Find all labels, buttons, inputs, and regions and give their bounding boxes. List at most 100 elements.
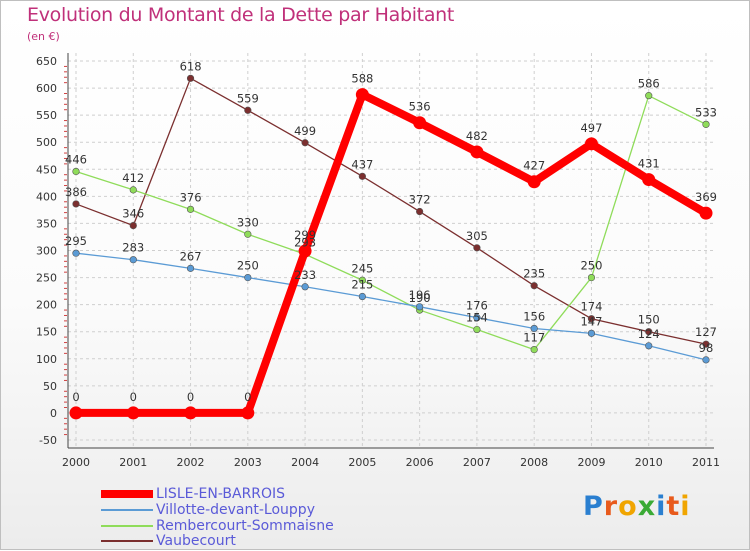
data-point-rembercourt: [358, 276, 366, 284]
data-point-villotte: [244, 273, 252, 282]
x-tick-label: 2006: [406, 456, 434, 469]
legend-swatches: [101, 490, 153, 542]
series-line-villotte: [75, 252, 707, 361]
data-label-rembercourt: 250: [580, 259, 602, 273]
series-lines: [69, 74, 713, 420]
data-point-villotte: [358, 292, 366, 301]
data-label-rembercourt: 154: [466, 311, 488, 325]
data-point-villotte: [416, 303, 424, 311]
y-tick-label: 150: [36, 326, 57, 339]
data-point-rembercourt: [186, 205, 195, 213]
y-tick-label: 500: [36, 136, 57, 149]
data-label-rembercourt: 293: [294, 235, 316, 249]
data-label-lisle: 299: [294, 228, 316, 242]
y-tick-label: 50: [43, 380, 57, 393]
data-label-lisle: 431: [638, 157, 660, 171]
series-line-rembercourt: [75, 95, 707, 351]
data-label-vaubecourt: 499: [294, 124, 316, 138]
data-point-lisle: [527, 175, 541, 189]
chart-subtitle: (en €): [27, 30, 60, 43]
data-point-rembercourt: [72, 167, 80, 176]
y-tick-label: 250: [36, 272, 57, 285]
data-point-lisle: [413, 116, 427, 130]
series-line-vaubecourt: [75, 77, 707, 345]
data-point-vaubecourt: [244, 106, 252, 114]
data-point-lisle: [126, 406, 140, 420]
data-point-vaubecourt: [702, 340, 710, 348]
data-label-villotte: 147: [580, 314, 602, 328]
data-label-villotte: 215: [351, 278, 373, 292]
chart-title: Evolution du Montant de la Dette par Hab…: [27, 4, 455, 26]
data-point-villotte: [645, 342, 653, 350]
y-tick-label: 0: [50, 407, 57, 420]
axes: -50 0 50 100 150 200 250 300 350 400 450 500 550 600 6…: [36, 53, 720, 469]
data-point-lisle: [355, 88, 369, 102]
data-label-lisle: 0: [187, 390, 194, 404]
data-label-villotte: 176: [466, 299, 488, 313]
data-label-rembercourt: 446: [65, 152, 87, 166]
data-label-vaubecourt: 235: [523, 267, 545, 281]
logo-letter: r: [603, 491, 619, 522]
data-label-vaubecourt: 346: [122, 207, 144, 221]
data-point-rembercourt: [587, 273, 596, 282]
data-point-vaubecourt: [416, 207, 424, 216]
data-label-rembercourt: 190: [409, 291, 431, 305]
data-point-lisle: [184, 406, 198, 420]
logo-letter: i: [656, 491, 667, 522]
data-label-vaubecourt: 174: [580, 300, 602, 314]
x-tick-label: 2007: [463, 456, 491, 469]
data-label-lisle: 0: [72, 390, 79, 404]
data-point-lisle: [241, 406, 255, 420]
legend-label-vaubecourt: Vaubecourt: [156, 533, 236, 549]
y-tick-label: 100: [36, 353, 57, 366]
data-label-vaubecourt: 386: [65, 185, 87, 199]
data-label-rembercourt: 533: [695, 105, 717, 119]
data-label-lisle: 0: [130, 390, 137, 404]
x-tick-label: 2000: [62, 456, 90, 469]
x-tick-label: 2008: [520, 456, 548, 469]
data-point-vaubecourt: [301, 139, 309, 147]
data-label-villotte: 295: [65, 234, 87, 248]
y-tick-label: 450: [36, 163, 57, 176]
data-label-villotte: 233: [294, 268, 316, 282]
data-label-vaubecourt: 618: [180, 59, 202, 73]
data-label-lisle: 588: [351, 72, 373, 86]
data-label-lisle: 536: [409, 100, 431, 114]
data-point-villotte: [473, 314, 481, 322]
y-tick-label: 600: [36, 82, 57, 95]
data-label-rembercourt: 245: [351, 261, 373, 275]
proxiti-logo: Proxiti: [583, 491, 691, 522]
data-point-villotte: [186, 264, 195, 272]
y-tick-label: 650: [36, 55, 57, 68]
data-label-lisle: 427: [523, 159, 545, 173]
data-point-vaubecourt: [129, 221, 137, 230]
data-point-villotte: [72, 249, 80, 257]
data-label-rembercourt: 376: [180, 190, 202, 204]
x-tick-label: 2005: [348, 456, 376, 469]
y-tick-label: 200: [36, 299, 57, 312]
data-point-lisle: [584, 137, 598, 151]
y-tick-label: -50: [39, 434, 57, 447]
data-point-vaubecourt: [473, 244, 481, 252]
y-tick-label: 300: [36, 245, 57, 258]
data-point-lisle: [69, 406, 83, 420]
data-point-villotte: [129, 256, 137, 264]
y-tick-label: 400: [36, 190, 57, 203]
data-point-rembercourt: [473, 325, 481, 334]
legend-label-lisle: LISLE-EN-BARROIS: [156, 486, 286, 502]
data-label-lisle: 482: [466, 129, 488, 143]
data-point-vaubecourt: [587, 315, 596, 323]
data-point-villotte: [530, 324, 538, 333]
x-tick-label: 2009: [577, 456, 605, 469]
data-point-vaubecourt: [186, 74, 195, 82]
data-label-villotte: 250: [237, 259, 259, 273]
logo-letter: P: [583, 491, 604, 522]
data-label-vaubecourt: 127: [695, 325, 717, 339]
data-label-vaubecourt: 372: [409, 193, 431, 207]
data-label-villotte: 283: [122, 241, 144, 255]
data-label-rembercourt: 330: [237, 215, 259, 229]
data-point-lisle: [470, 145, 484, 159]
series-line-lisle: [72, 90, 710, 417]
